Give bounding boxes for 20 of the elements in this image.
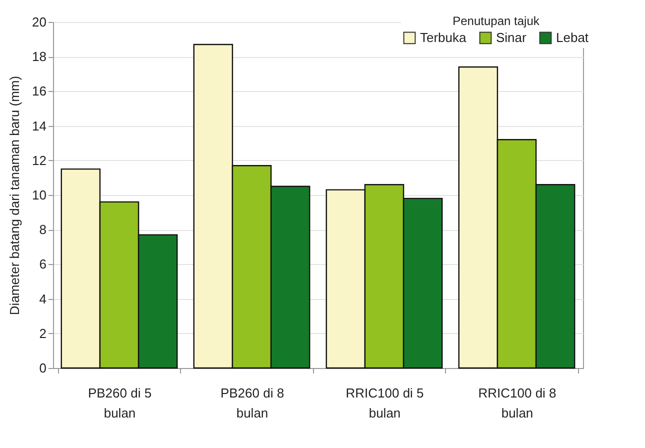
y-axis-title: Diameter batang dari tanaman baru (mm) (7, 76, 22, 316)
legend-title: Penutupan tajuk (452, 14, 540, 28)
y-tick-label: 14 (32, 118, 46, 134)
y-tick-label: 18 (32, 49, 46, 64)
x-tick-label: PB260 di 5 bulan (88, 386, 152, 420)
y-tick-label: 0 (39, 360, 46, 376)
y-tick-label: 12 (32, 152, 46, 168)
y-tick-label: 2 (39, 326, 46, 341)
legend-label: Sinar (496, 30, 528, 45)
y-tick-label: 10 (32, 188, 46, 202)
y-tick-label: 4 (39, 291, 46, 306)
y-tick-label: 16 (32, 84, 46, 99)
legend-label: Terbuka (420, 30, 468, 45)
y-tick-label: 8 (39, 222, 46, 238)
y-tick-label: 6 (39, 256, 46, 272)
x-tick-label: RRIC100 di 5 bulan (346, 386, 424, 420)
legend-label: Lebat (556, 30, 589, 45)
y-tick-label: 20 (32, 14, 46, 30)
x-tick-label: PB260 di 8 bulan (220, 386, 284, 420)
x-tick-label: RRIC100 di 8 bulan (478, 386, 556, 420)
